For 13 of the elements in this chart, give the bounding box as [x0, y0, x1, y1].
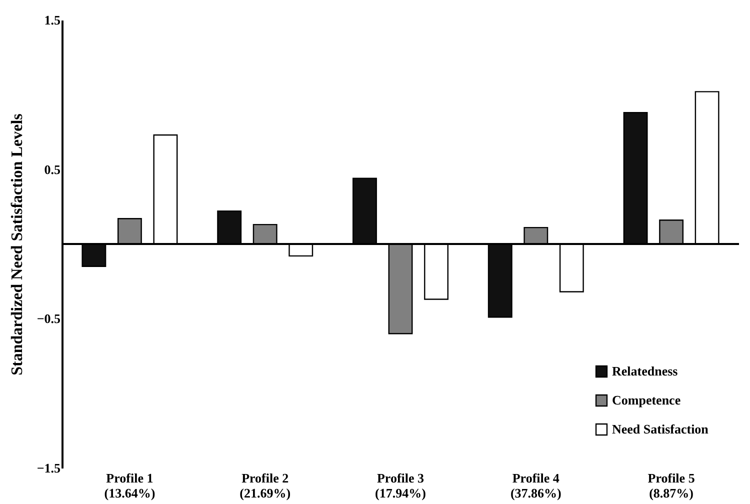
x-tick-label: Profile 3 (17.94%) [375, 470, 426, 500]
legend-label: Relatedness [612, 364, 678, 378]
x-tick-label: Profile 4 (37.86%) [510, 470, 562, 500]
x-tick-label: Profile 1 (13.64%) [104, 470, 156, 500]
y-tick-label: −0.5 [36, 311, 61, 326]
legend-label: Need Satisfaction [612, 422, 710, 436]
x-tick-label: Profile 5 (8.87%) [648, 470, 696, 500]
y-axis-title: Standardized Need Satisfaction Levels [8, 114, 26, 376]
y-tick-label: −1.5 [36, 460, 61, 476]
legend-label: Competence [612, 392, 681, 408]
x-tick-label: Profile 2 (21.69%) [240, 470, 291, 500]
y-tick-label: 1.5 [44, 12, 61, 28]
y-tick-label: 0.5 [44, 162, 61, 177]
